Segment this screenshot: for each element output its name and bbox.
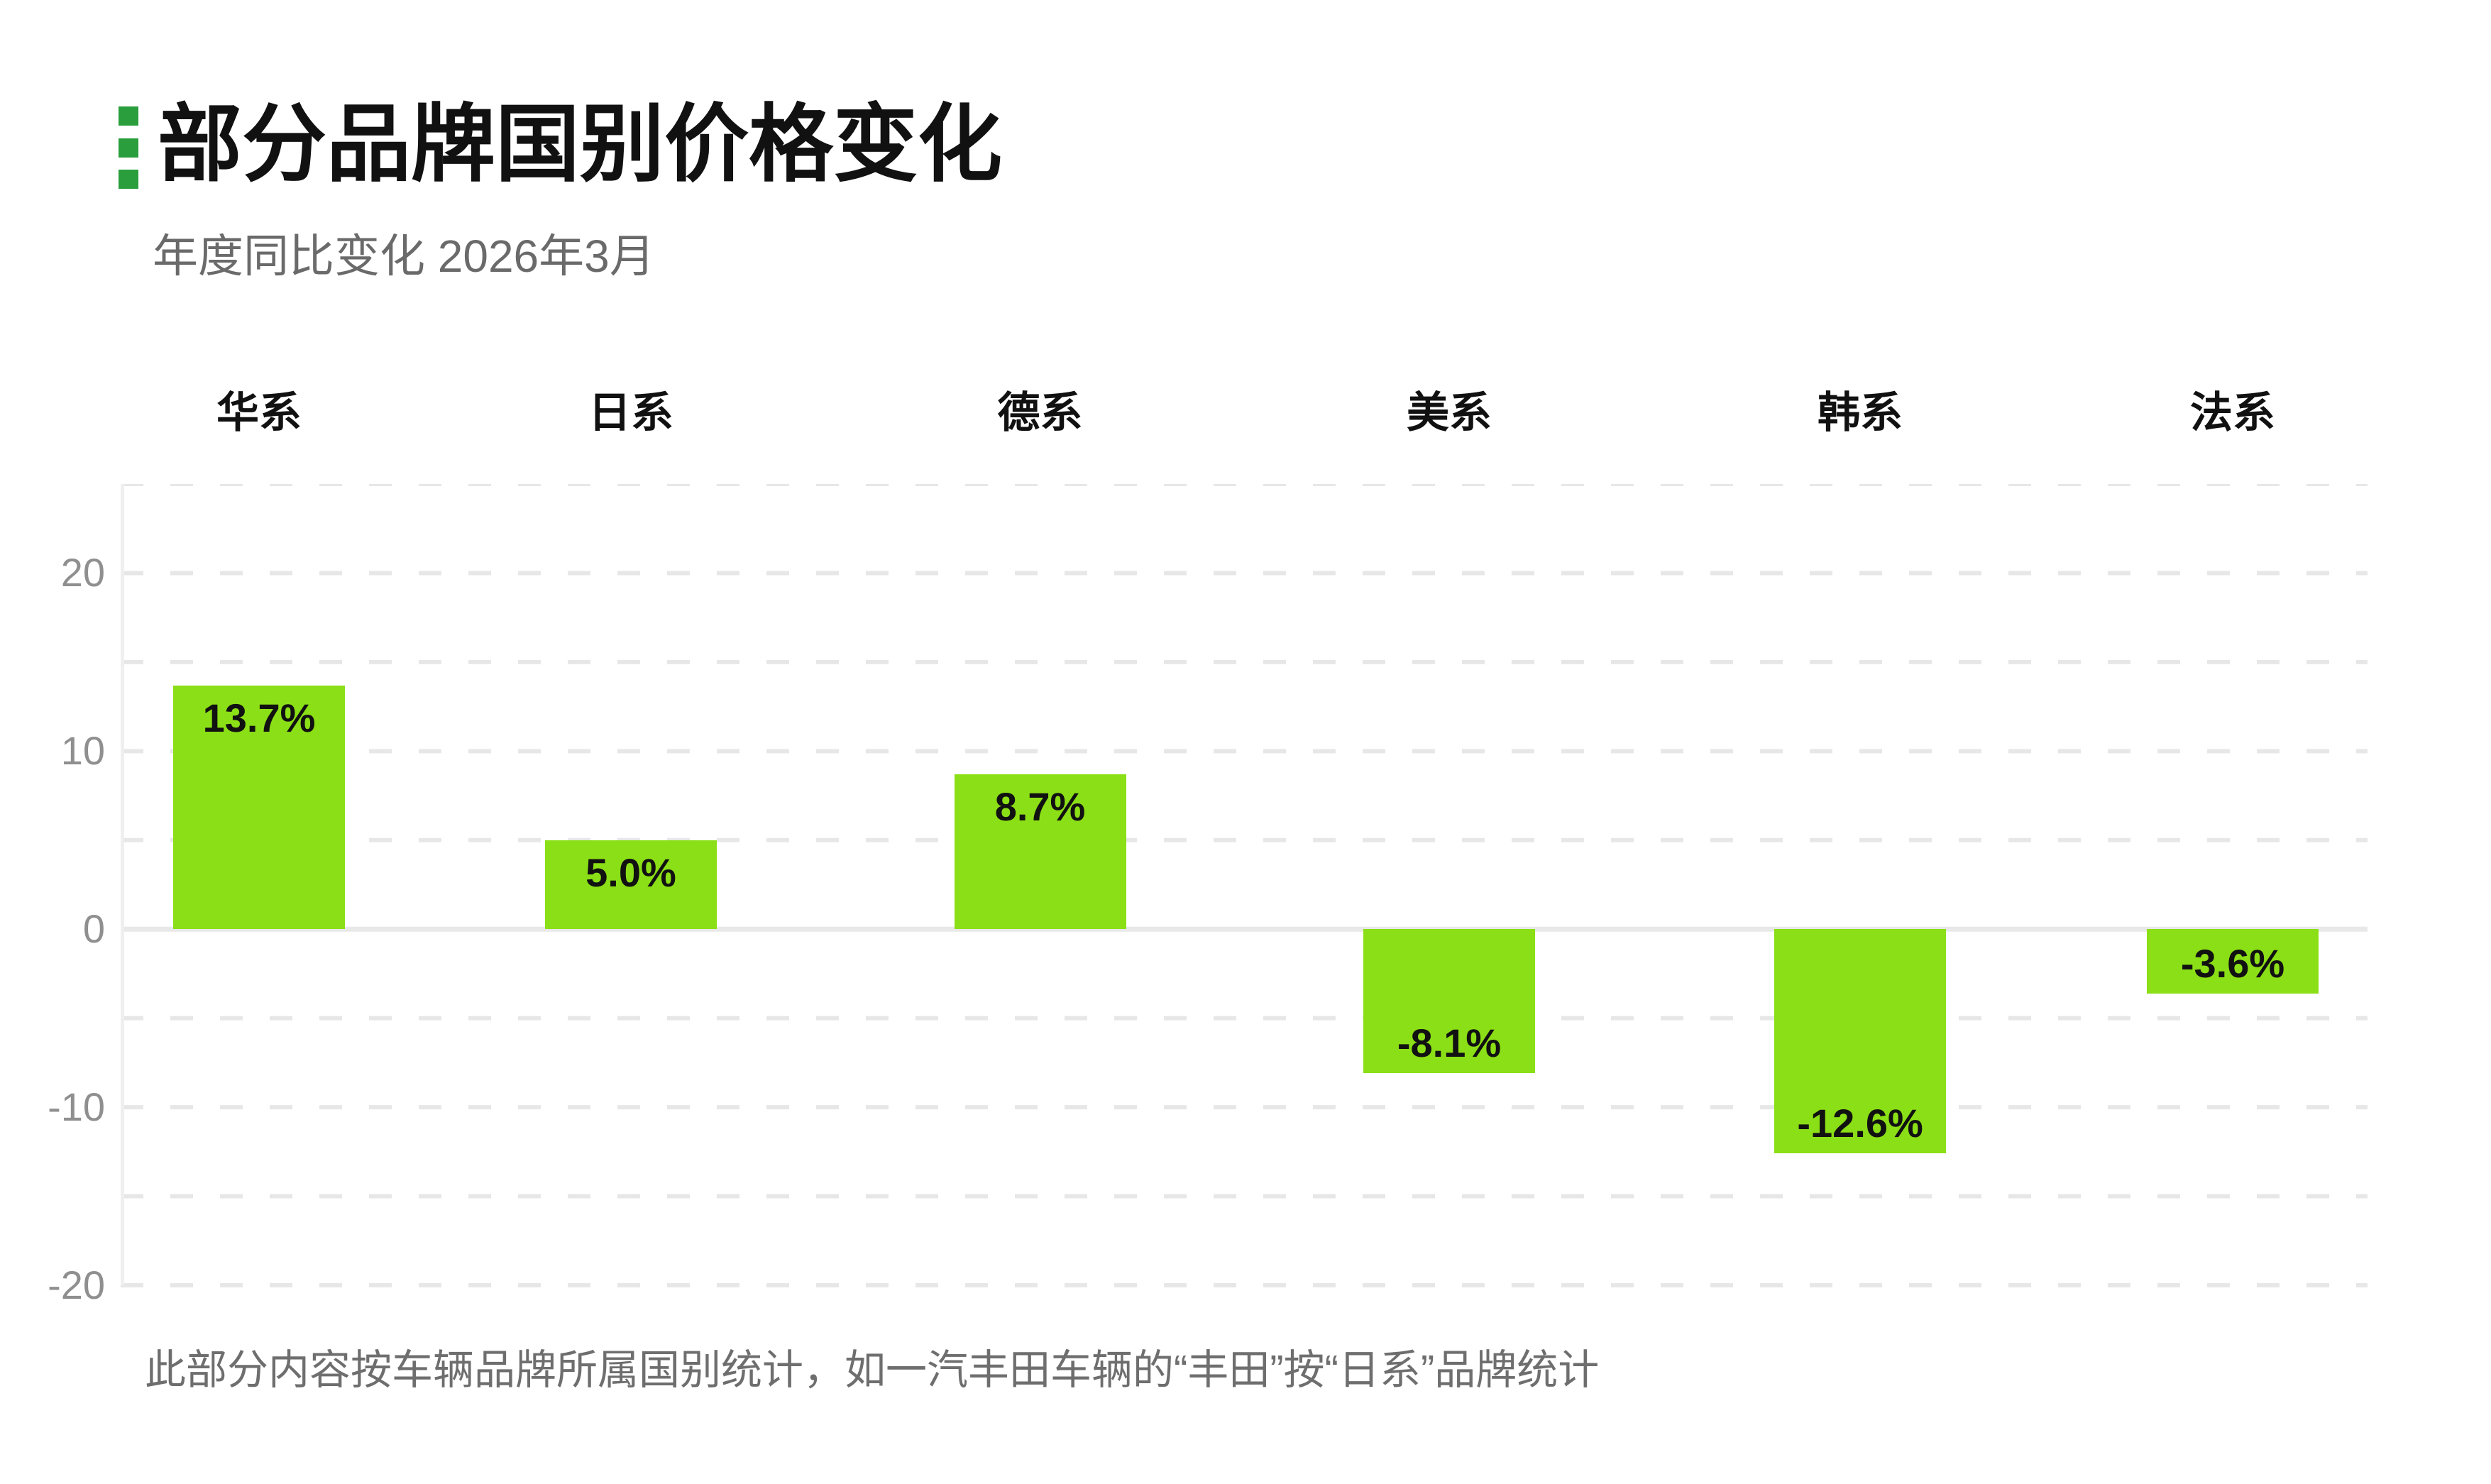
y-axis-tick-label: 10: [60, 728, 105, 774]
bar-5-韩系: -12.6%: [1774, 929, 1947, 1154]
accent-square: [119, 138, 138, 158]
accent-square: [119, 106, 138, 126]
plot-gridlines: [121, 484, 2368, 1287]
bar-2-日系: 5.0%: [544, 840, 717, 930]
accent-square: [119, 170, 138, 189]
category-label: 日系: [588, 390, 673, 436]
bar-value-label: 5.0%: [585, 850, 676, 895]
footnote: 此部分内容按车辆品牌所属国别统计，如一汽丰田车辆的“丰田”按“日系”品牌统计: [145, 1347, 1600, 1393]
category-label: 华系: [216, 390, 302, 436]
bar-value-label: 13.7%: [202, 695, 316, 740]
category-label: 美系: [1407, 390, 1492, 436]
page-subtitle: 年度同比变化 2026年3月: [153, 231, 655, 282]
title-accent-marks: [119, 106, 138, 189]
bar-value-label: -8.1%: [1397, 1021, 1502, 1066]
y-axis-tick-label: 20: [60, 550, 105, 595]
bar-value-label: -12.6%: [1797, 1101, 1923, 1146]
bar-6-法系: -3.6%: [2147, 929, 2319, 994]
category-label: 法系: [2190, 390, 2276, 436]
bar-value-label: 8.7%: [994, 784, 1086, 829]
bar-1-华系: 13.7%: [173, 685, 346, 930]
bar-3-德系: 8.7%: [954, 774, 1126, 930]
y-axis-tick-label: -20: [48, 1263, 105, 1307]
bar-4-美系: -8.1%: [1363, 929, 1536, 1074]
y-axis-tick-label: 0: [82, 906, 105, 952]
bar-value-label: -3.6%: [2180, 940, 2285, 986]
category-label: 韩系: [1818, 390, 1903, 436]
category-label: 德系: [997, 390, 1083, 436]
y-axis-tick-label: -10: [48, 1084, 105, 1130]
page-title: 部分品牌国别价格变化: [158, 98, 1002, 192]
